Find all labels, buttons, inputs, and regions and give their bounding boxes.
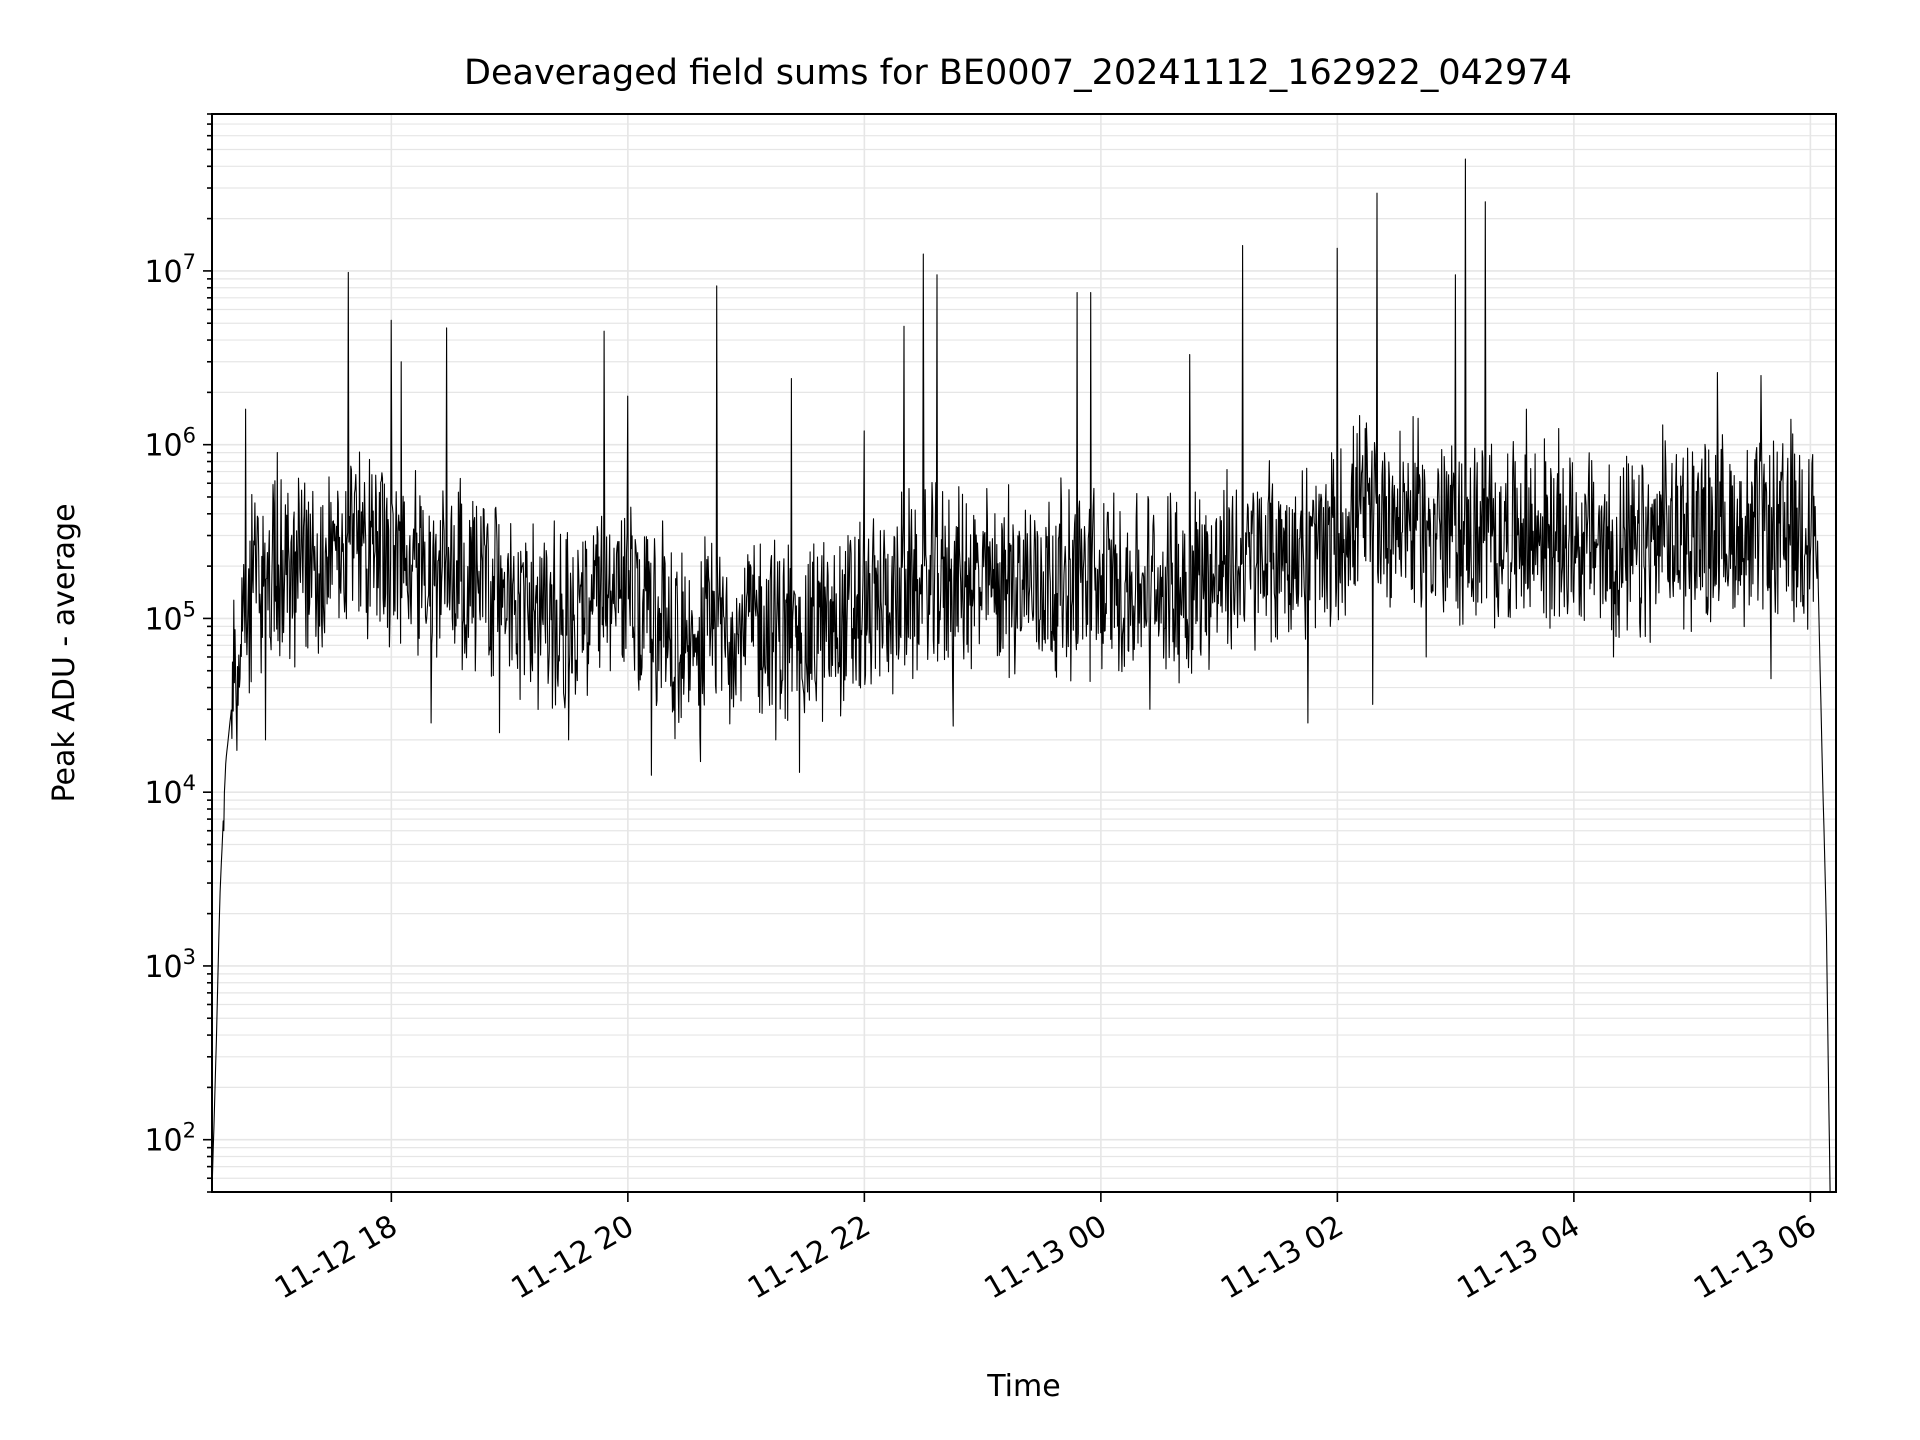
y-tick-label: 106 [144, 424, 196, 464]
series-line [211, 158, 1831, 1193]
y-tick-label: 105 [144, 597, 196, 637]
plot-area-frame [211, 113, 1837, 1193]
x-axis-label: Time [986, 1369, 1060, 1404]
grid [212, 113, 1836, 1193]
y-tick-label: 107 [144, 250, 196, 290]
y-tick-label: 102 [144, 1119, 196, 1159]
chart-title: Deaveraged field sums for BE0007_2024111… [464, 53, 1572, 93]
y-tick-label: 104 [144, 771, 196, 811]
y-axis-label: Peak ADU - average [47, 503, 82, 802]
y-tick-label: 103 [144, 945, 196, 985]
